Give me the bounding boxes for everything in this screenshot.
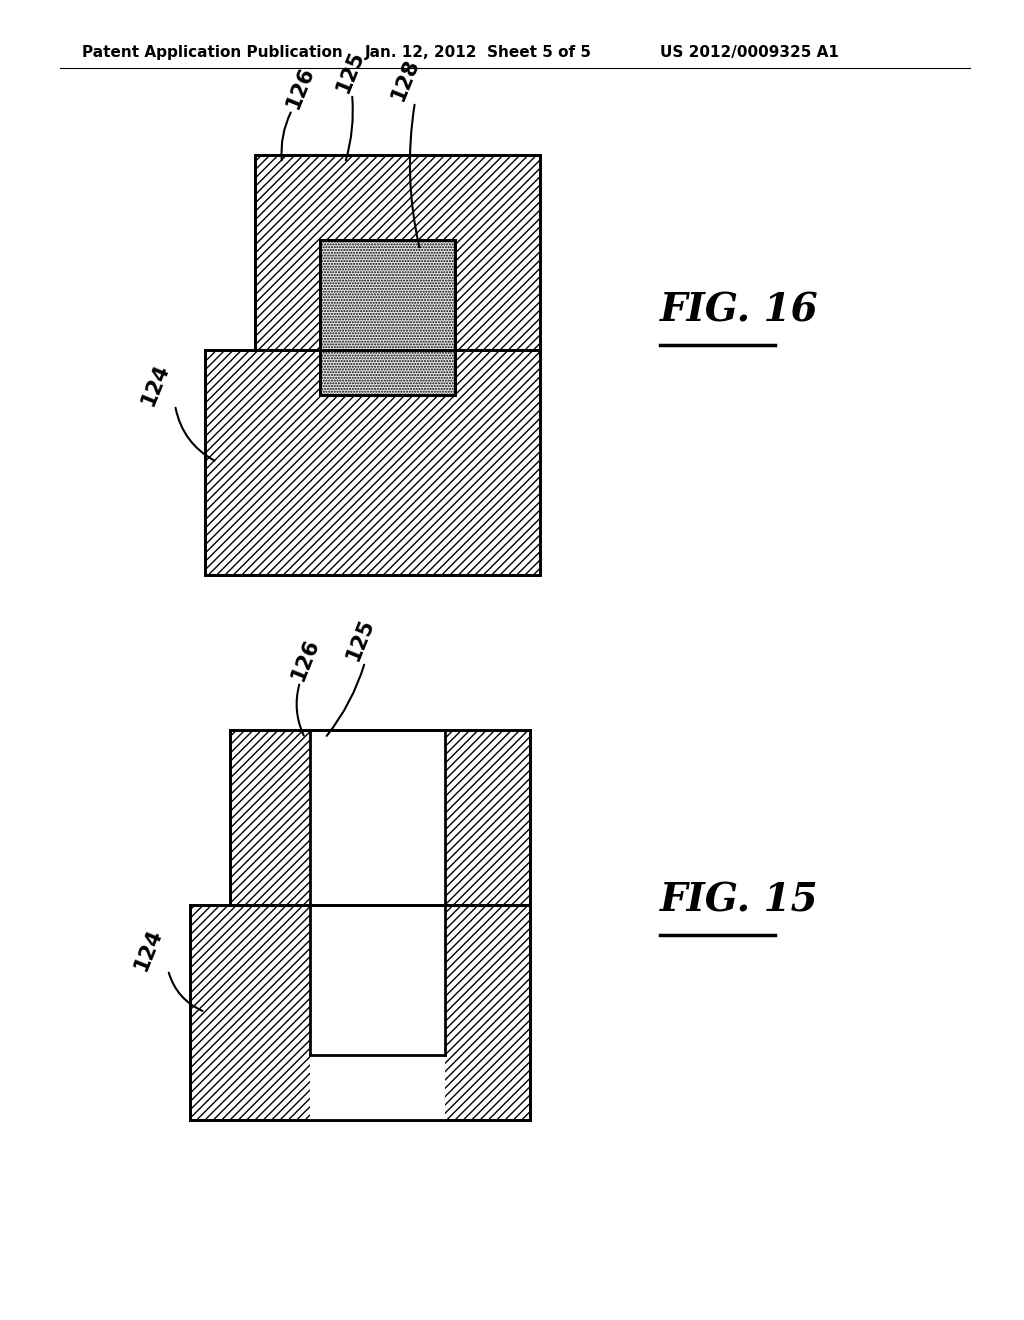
Text: 124: 124 — [137, 362, 172, 409]
Bar — [319, 240, 455, 395]
Text: Jan. 12, 2012  Sheet 5 of 5: Jan. 12, 2012 Sheet 5 of 5 — [365, 45, 592, 59]
Bar — [319, 240, 455, 395]
Bar — [310, 730, 445, 830]
Bar — [205, 350, 540, 576]
Text: 126: 126 — [288, 636, 323, 684]
Bar — [230, 730, 530, 906]
Text: 126: 126 — [283, 65, 317, 112]
Bar — [230, 730, 530, 906]
Bar — [190, 906, 530, 1119]
Bar — [319, 240, 455, 395]
Text: 124: 124 — [131, 927, 166, 974]
Bar — [310, 805, 445, 1119]
Text: FIG. 16: FIG. 16 — [660, 290, 818, 329]
Text: 125: 125 — [333, 48, 368, 96]
Bar — [205, 350, 540, 576]
Bar — [255, 154, 540, 350]
Text: 128: 128 — [387, 55, 423, 104]
Text: FIG. 15: FIG. 15 — [660, 880, 818, 919]
Text: Patent Application Publication: Patent Application Publication — [82, 45, 343, 59]
Text: US 2012/0009325 A1: US 2012/0009325 A1 — [660, 45, 839, 59]
Text: 125: 125 — [343, 616, 378, 664]
Bar — [255, 154, 540, 350]
Bar — [190, 906, 530, 1119]
